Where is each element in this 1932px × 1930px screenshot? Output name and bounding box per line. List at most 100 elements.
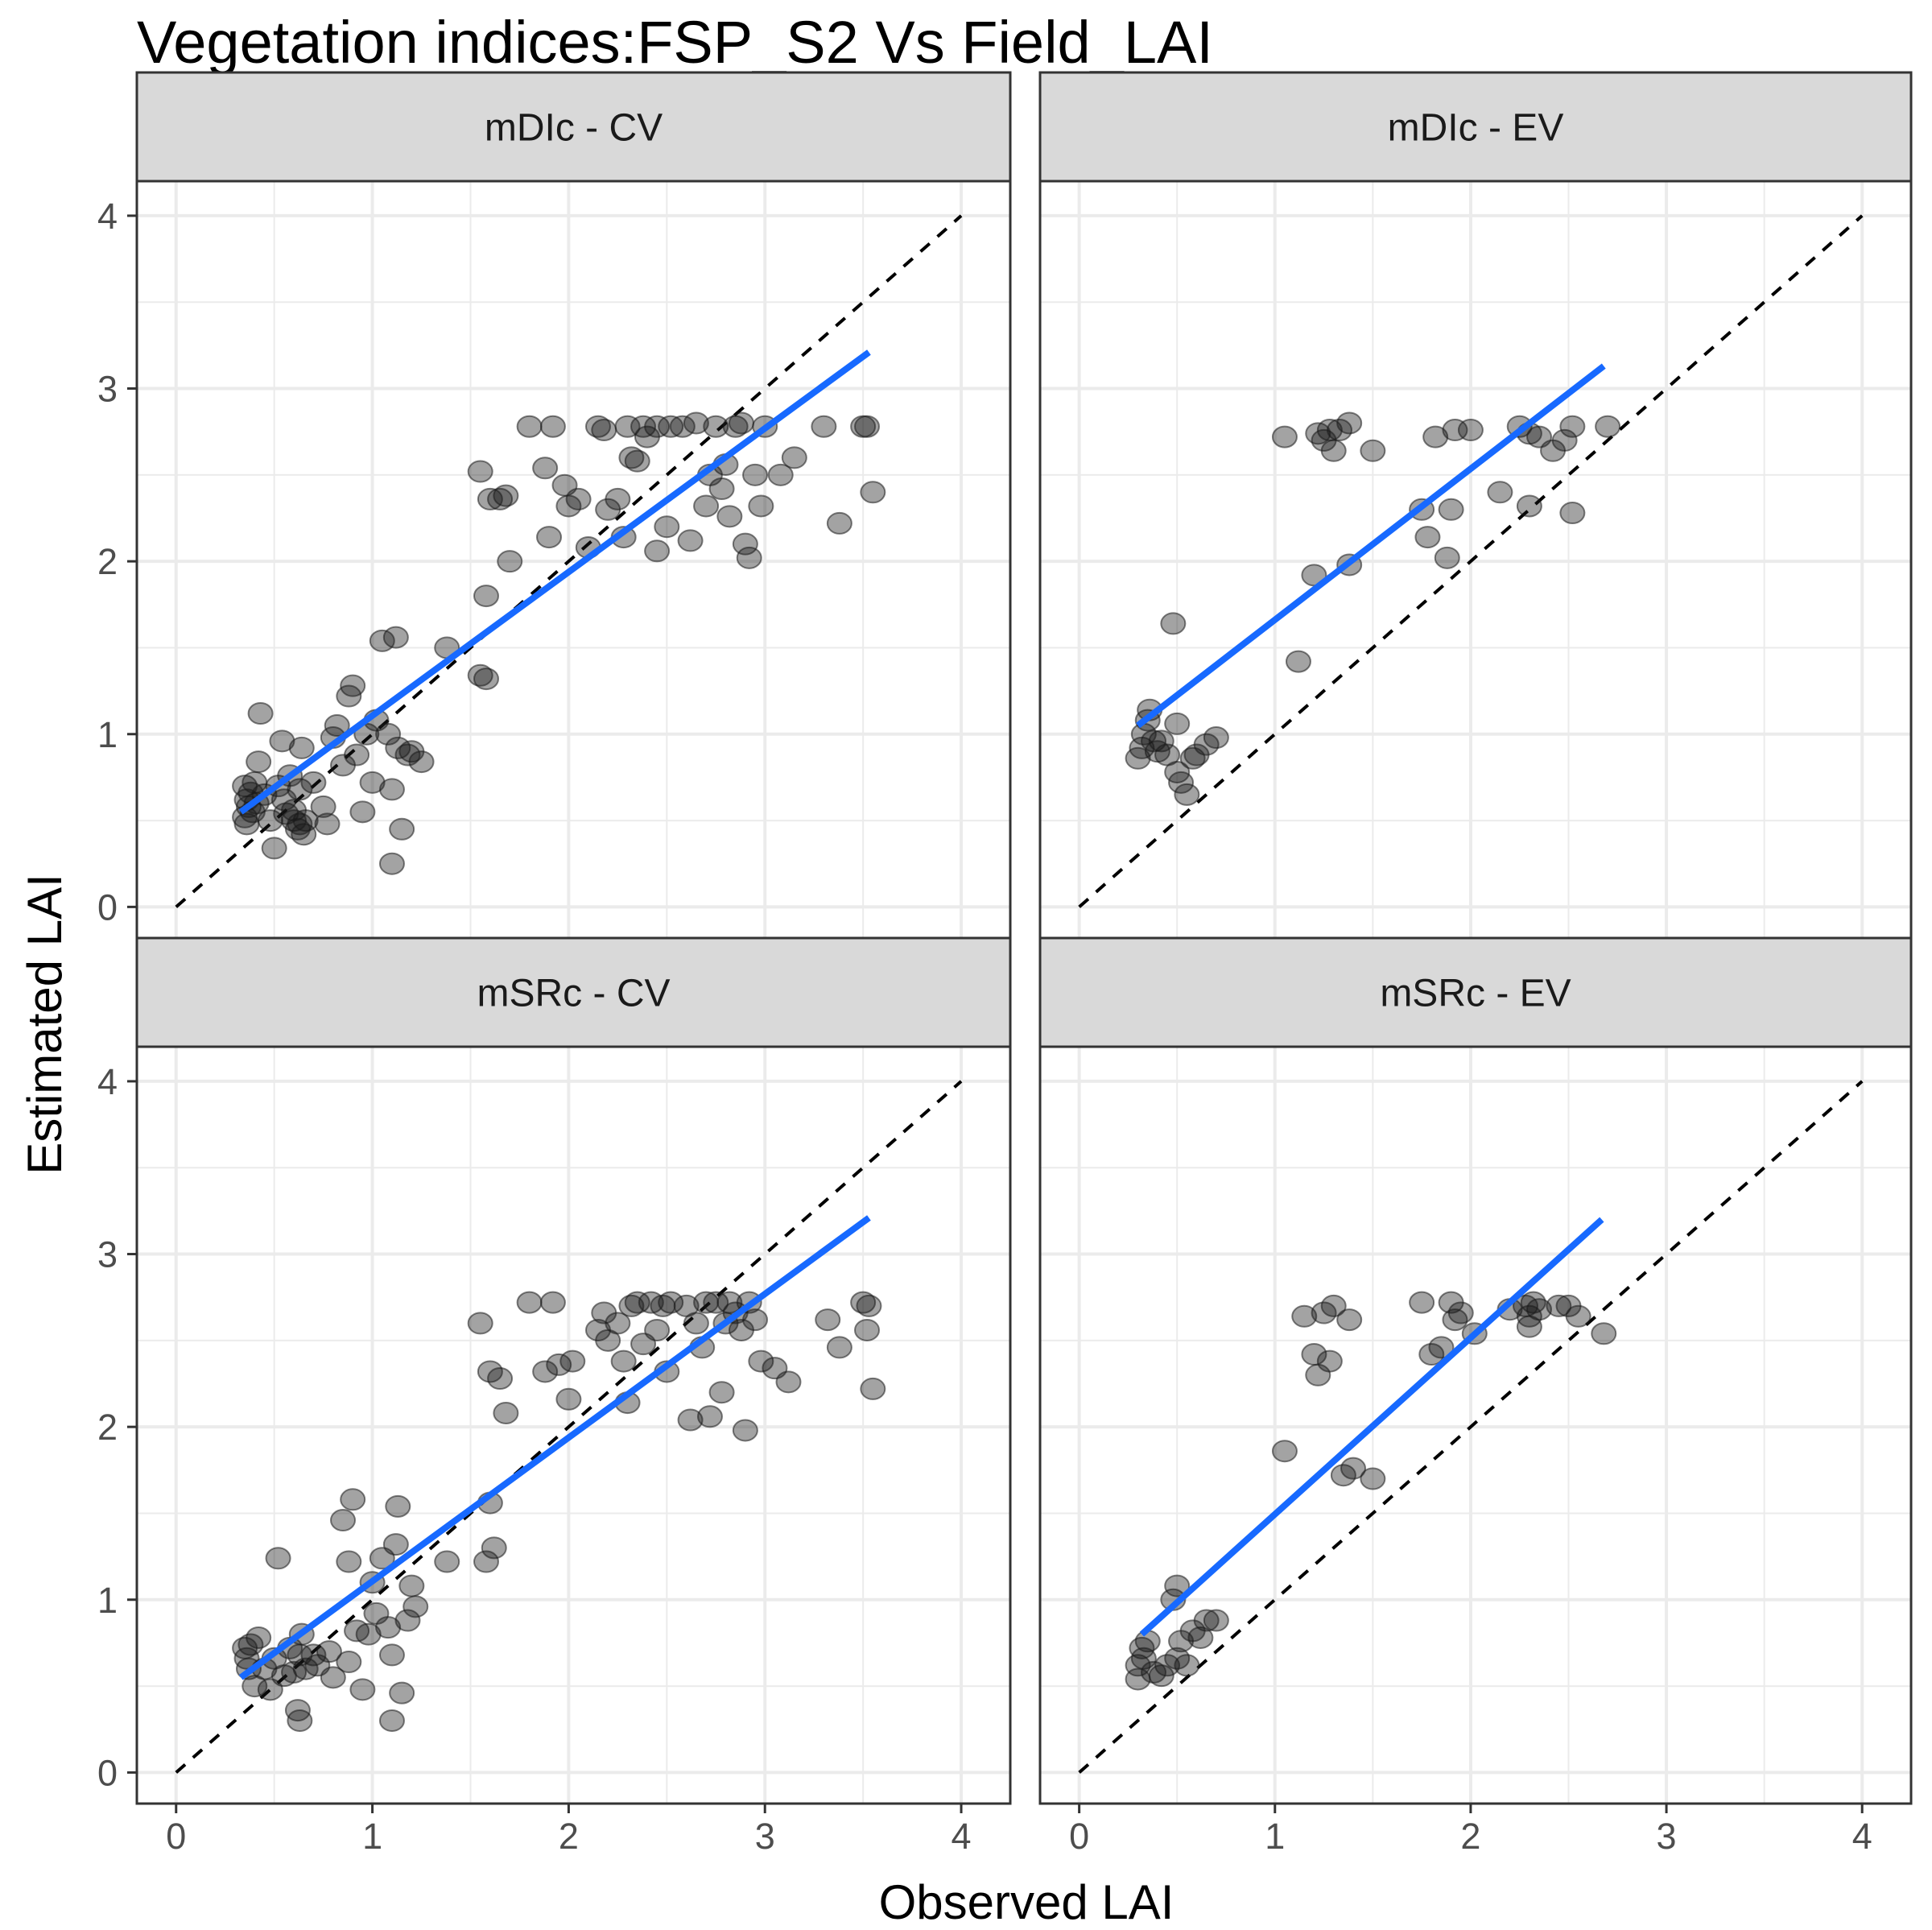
data-point bbox=[854, 1318, 881, 1341]
data-point bbox=[1160, 612, 1187, 635]
x-tick-label: 0 bbox=[166, 1816, 186, 1857]
y-tick-label: 2 bbox=[97, 541, 118, 582]
data-point bbox=[1203, 1609, 1229, 1632]
data-point bbox=[1168, 771, 1195, 794]
data-point bbox=[382, 626, 409, 649]
identity-line bbox=[1078, 214, 1864, 908]
data-point bbox=[408, 750, 435, 774]
data-point bbox=[265, 1547, 291, 1570]
data-point bbox=[605, 487, 631, 510]
data-point bbox=[497, 550, 523, 573]
data-point bbox=[292, 809, 319, 833]
data-point bbox=[1551, 428, 1578, 452]
data-point bbox=[644, 415, 671, 438]
data-point bbox=[1409, 1291, 1435, 1314]
facet-strip-label: mDIc - EV bbox=[1388, 107, 1564, 150]
data-point bbox=[748, 494, 774, 518]
data-point bbox=[781, 446, 807, 469]
data-point bbox=[703, 415, 729, 438]
data-point bbox=[516, 415, 543, 438]
fit-line bbox=[238, 349, 871, 815]
data-point bbox=[1526, 1298, 1553, 1321]
facet-panel: mDIc - EV bbox=[1038, 71, 1913, 940]
data-point bbox=[826, 1336, 852, 1359]
data-point bbox=[716, 1291, 743, 1314]
data-point bbox=[1193, 1609, 1220, 1632]
x-tick-label: 0 bbox=[1069, 1816, 1089, 1857]
data-point bbox=[1291, 1304, 1318, 1328]
facet-strip-label: mSRc - EV bbox=[1380, 973, 1571, 1015]
x-tick-label: 4 bbox=[1852, 1816, 1872, 1857]
data-point bbox=[693, 494, 720, 518]
data-point bbox=[1360, 1467, 1386, 1490]
data-point bbox=[1516, 494, 1542, 518]
data-point bbox=[1457, 419, 1484, 442]
facet-strip bbox=[1038, 71, 1913, 183]
y-tick-label: 4 bbox=[97, 1061, 118, 1102]
data-point bbox=[382, 1533, 409, 1556]
fit-line bbox=[1139, 1217, 1604, 1637]
x-tick-label: 3 bbox=[1657, 1816, 1677, 1857]
y-tick-label: 4 bbox=[97, 196, 118, 237]
data-point bbox=[1422, 425, 1449, 448]
data-point bbox=[467, 1312, 493, 1335]
facet-panels: mDIc - CV 0 1 2 3 4 mDIc - EV mSRc - CV 0 1 2 3 4 0 1 2… bbox=[97, 71, 1913, 1857]
data-point bbox=[624, 1291, 650, 1314]
data-point bbox=[394, 1609, 421, 1632]
facet-strip bbox=[135, 936, 1012, 1048]
data-point bbox=[473, 585, 499, 608]
x-axis-label: Observed LAI bbox=[879, 1875, 1174, 1929]
data-point bbox=[1360, 439, 1386, 462]
data-point bbox=[728, 411, 754, 435]
data-point bbox=[340, 1488, 366, 1511]
data-point bbox=[677, 529, 704, 552]
identity-line bbox=[175, 1080, 963, 1774]
data-point bbox=[658, 1291, 684, 1314]
data-point bbox=[716, 505, 743, 528]
data-point bbox=[811, 415, 837, 438]
data-point bbox=[237, 1633, 264, 1656]
data-point bbox=[261, 837, 287, 860]
data-point bbox=[854, 415, 881, 438]
plot-area bbox=[175, 1080, 963, 1774]
data-point bbox=[1148, 1664, 1174, 1688]
data-point bbox=[1591, 1322, 1617, 1345]
data-point bbox=[1340, 1457, 1367, 1480]
data-point bbox=[398, 1574, 425, 1597]
data-point bbox=[394, 743, 421, 767]
data-point bbox=[696, 1405, 723, 1428]
x-tick-label: 1 bbox=[362, 1816, 382, 1857]
data-point bbox=[477, 487, 503, 510]
x-tick-label: 2 bbox=[1460, 1816, 1480, 1857]
data-point bbox=[1414, 526, 1441, 549]
data-point bbox=[246, 750, 272, 774]
data-point bbox=[375, 722, 402, 746]
data-point bbox=[1336, 411, 1363, 435]
y-tick-label: 2 bbox=[97, 1407, 118, 1448]
data-point bbox=[732, 532, 758, 556]
data-point bbox=[314, 812, 341, 836]
data-point bbox=[378, 1709, 405, 1732]
data-point bbox=[336, 1651, 362, 1674]
data-point bbox=[1559, 415, 1586, 438]
data-point bbox=[1187, 1626, 1214, 1649]
data-point bbox=[826, 511, 852, 535]
data-point bbox=[1434, 546, 1460, 569]
chart-title: Vegetation indices:FSP_S2 Vs Field_LAI bbox=[137, 9, 1213, 76]
panel-border bbox=[1038, 1045, 1913, 1805]
y-tick-label: 3 bbox=[97, 1234, 118, 1275]
data-point bbox=[1285, 650, 1311, 673]
data-point bbox=[856, 1294, 882, 1317]
facet-strip bbox=[135, 71, 1012, 183]
data-point bbox=[1320, 439, 1347, 462]
data-point bbox=[389, 817, 415, 841]
plot-area bbox=[1078, 1080, 1864, 1774]
data-point bbox=[516, 1291, 543, 1314]
x-tick-label: 2 bbox=[559, 1816, 579, 1857]
data-point bbox=[378, 778, 405, 801]
data-point bbox=[1487, 481, 1513, 504]
facet-strip-label: mSRc - CV bbox=[477, 973, 671, 1015]
data-point bbox=[860, 1377, 886, 1400]
data-point bbox=[532, 1360, 559, 1383]
data-point bbox=[349, 1678, 376, 1701]
